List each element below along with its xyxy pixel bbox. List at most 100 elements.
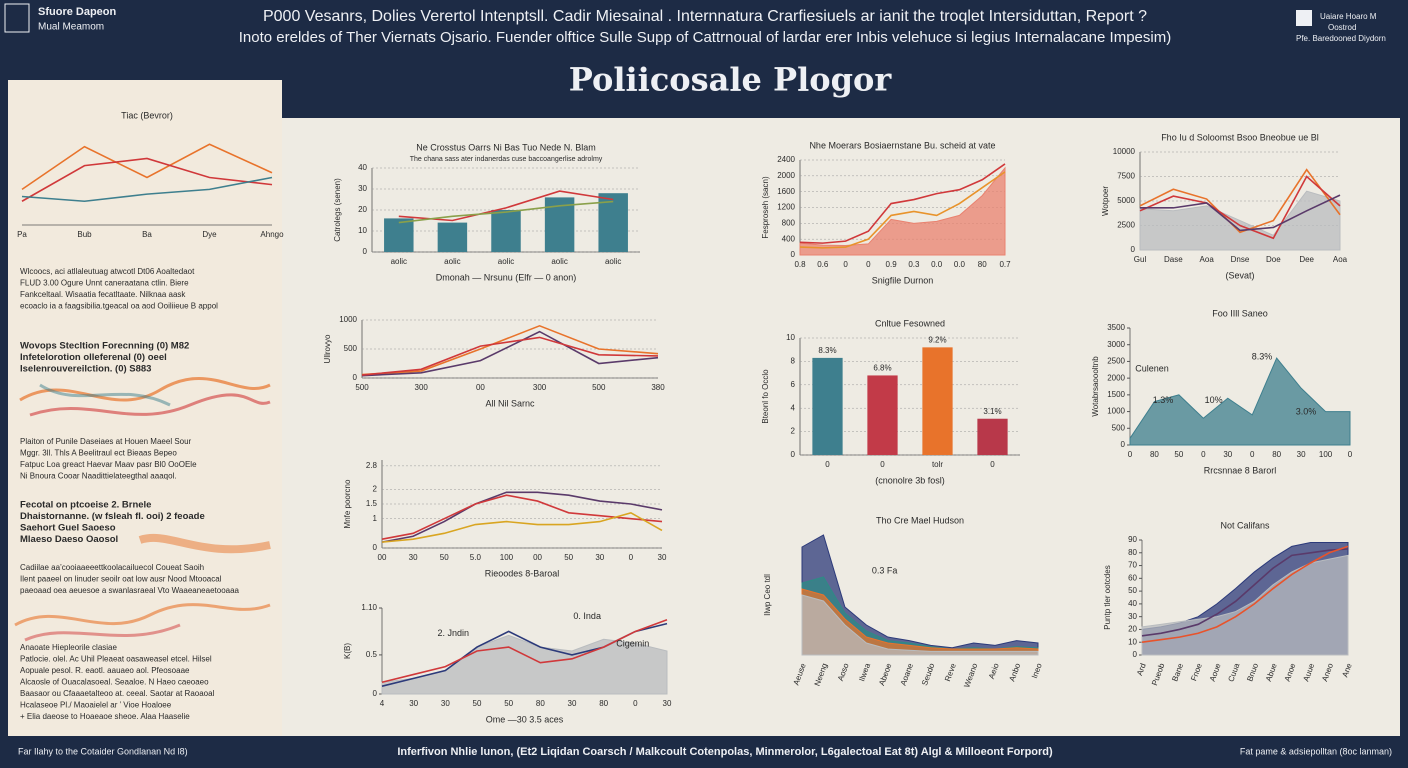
x-tick-label: 0 (1348, 450, 1353, 459)
chart-title: Ne Crosstus Oarrs Ni Bas Tuo Nede N. Bla… (416, 142, 596, 152)
y-tick-label: 0 (363, 247, 368, 256)
area (1139, 190, 1341, 251)
logo (4, 3, 30, 33)
panel-text: Plaiton of Punile Daseiaes at Houen Maee… (20, 437, 192, 446)
annotation: 10% (1205, 395, 1223, 405)
annotation: Culenen (1135, 363, 1169, 373)
value-label: 9.2% (928, 335, 946, 344)
y-tick-label: 3500 (1107, 323, 1125, 332)
x-tick-label: 0.3 (908, 260, 920, 269)
panel-text: Mggr. 3ll. Thls A Beelitraul ect Bieaas … (20, 449, 177, 458)
x-tick-label: 4 (380, 699, 385, 708)
x-tick-label: Aoa (1200, 255, 1215, 264)
bar (922, 347, 953, 455)
y-tick-label: 70 (1128, 561, 1137, 570)
annotation: 8.3% (1252, 352, 1273, 362)
y-tick-label: 500 (1112, 423, 1126, 432)
x-axis-label: (Sevat) (1225, 270, 1254, 280)
y-axis-label: Catrolegs (senen) (333, 178, 342, 242)
annotation: 2. Jndin (437, 628, 469, 638)
chart-title: Cnltue Fesowned (875, 318, 945, 328)
y-tick-label: 2000 (1107, 373, 1125, 382)
y-tick-label: 4 (791, 403, 796, 412)
x-tick-label: aolic (391, 257, 407, 266)
x-tick-label: 00 (378, 553, 387, 562)
y-tick-label: 1 (373, 514, 378, 523)
y-tick-label: 0 (353, 373, 358, 382)
y-tick-label: 0 (1121, 440, 1126, 449)
area (1129, 357, 1351, 446)
annotation: 0. Inda (573, 611, 601, 621)
x-tick-label: 50 (473, 699, 482, 708)
chart-title: Nhe Moerars Bosiaernstane Bu. scheid at … (809, 140, 995, 150)
x-axis-label: Snigfile Durnon (872, 275, 934, 285)
y-axis-label: Wotabrsaoooltnb (1091, 356, 1100, 417)
annotation: Cigemin (616, 638, 649, 648)
y-tick-label: 1500 (1107, 390, 1125, 399)
x-tick-label: tolr (932, 460, 943, 469)
annotation: 3.0% (1296, 407, 1317, 417)
x-tick-label: 100 (1319, 450, 1333, 459)
y-tick-label: 5000 (1117, 196, 1135, 205)
x-tick-label: 0.0 (954, 260, 966, 269)
x-tick-label: 0 (825, 460, 830, 469)
line (381, 491, 663, 543)
x-tick-label: 50 (564, 553, 573, 562)
x-tick-label: 80 (1150, 450, 1159, 459)
x-tick-label: 0 (1250, 450, 1255, 459)
x-tick-label: 0 (990, 460, 995, 469)
x-tick-label: 0 (629, 553, 634, 562)
x-tick-label: Ba (142, 230, 152, 239)
x-tick-label: 100 (500, 553, 514, 562)
x-tick-label: Pa (17, 230, 27, 239)
line (1139, 168, 1341, 234)
line (381, 511, 663, 543)
panel-text: Fecotal on ptcoeise 2. Brnele (20, 500, 151, 511)
x-tick-label: aolic (444, 257, 460, 266)
line (21, 157, 273, 202)
panel-text: FLUD 3.00 Ogure Unnt caneraatana ctlin. … (20, 279, 189, 288)
x-tick-label: Bub (77, 230, 92, 239)
panel-text: Anaoate Hiepleorile clasiae (20, 643, 118, 652)
x-tick-label: 30 (658, 553, 667, 562)
x-tick-label: aolic (605, 257, 621, 266)
chart-title: Tho Cre Mael Hudson (876, 515, 964, 525)
header-right: Uaiare Hoaro M (1320, 12, 1377, 21)
x-axis-label: Ome —30 3.5 aces (486, 714, 564, 724)
y-tick-label: 40 (358, 163, 367, 172)
y-tick-label: 2 (791, 427, 796, 436)
x-axis-label: Dmonah — Nrsunu (Elfr — 0 anon) (436, 272, 577, 282)
chart-title: Not Califans (1220, 520, 1270, 530)
bar (812, 357, 843, 455)
header-left: Mual Meamom (38, 22, 104, 33)
line (1141, 545, 1349, 644)
x-tick-label: Ahngo (260, 230, 284, 239)
x-tick-label: Doe (1266, 255, 1281, 264)
poster-title: Poliicosale Plogor (569, 61, 893, 99)
y-axis-label: Fesproseh (sacn) (761, 176, 770, 239)
line (398, 200, 614, 224)
x-tick-label: 50 (1174, 450, 1183, 459)
header-left: Sfuore Dapeon (38, 6, 117, 18)
x-tick-label: 30 (1297, 450, 1306, 459)
x-tick-label: 0.6 (817, 260, 829, 269)
x-tick-label: Dase (1164, 255, 1183, 264)
panel-text: Iselenrouvereilction. (0) S883 (20, 364, 151, 375)
x-tick-label: 00 (533, 553, 542, 562)
x-tick-label: 0 (1128, 450, 1133, 459)
x-tick-label: Dee (1299, 255, 1314, 264)
illustration (14, 377, 271, 642)
header-line: Inoto ereldes of Ther Viernats Ojsario. … (239, 29, 1171, 46)
y-tick-label: 1000 (339, 315, 357, 324)
footer-left: Far Ilahy to the Cotaider Gondlanan Nd l… (18, 746, 188, 756)
y-tick-label: 30 (358, 184, 367, 193)
line (361, 324, 659, 376)
x-tick-label: aolic (551, 257, 567, 266)
y-tick-label: 50 (1128, 586, 1137, 595)
x-tick-label: 500 (355, 383, 369, 392)
bar (384, 218, 414, 252)
panel-text: Patlocie. olel. Ac Uhil Pleaeat oasaweas… (20, 655, 212, 664)
y-tick-label: 10 (1128, 637, 1137, 646)
x-tick-label: 30 (595, 553, 604, 562)
